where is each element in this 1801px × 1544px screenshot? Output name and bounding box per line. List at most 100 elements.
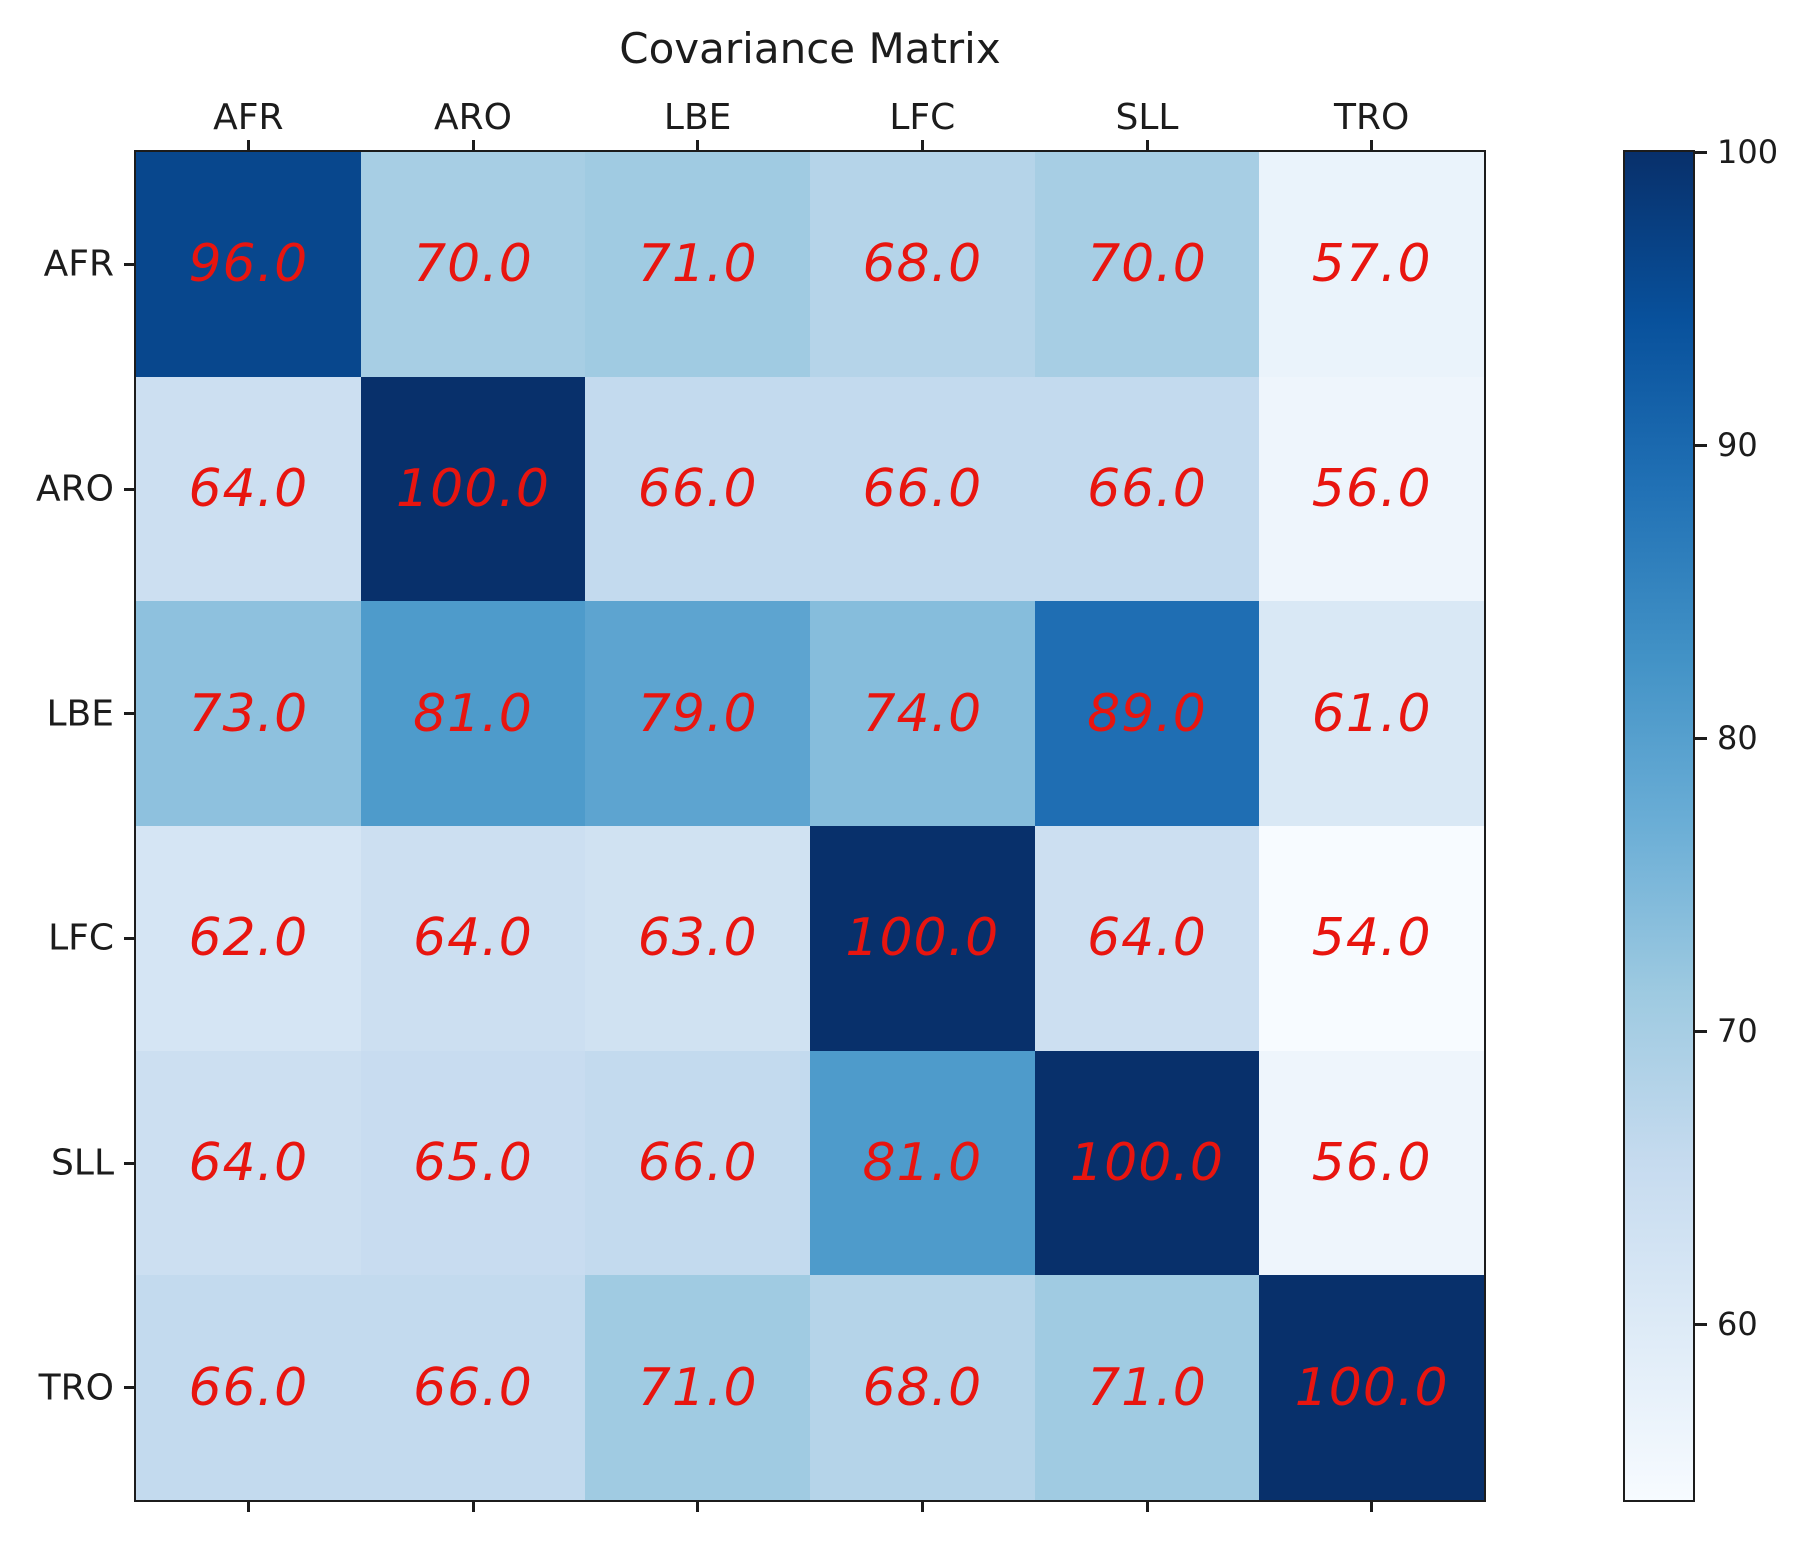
x-tick-top	[1370, 140, 1374, 152]
heatmap-grid: 96.0 70.0 71.0 68.0 70.0 57.0 64.0 100.0 66.0 66.…	[136, 152, 1484, 1500]
colorbar-tick-label-70: 70	[1717, 1012, 1758, 1051]
cell-value: 71.0	[637, 234, 758, 295]
heatmap-cell-SLL-SLL: 100.0	[1034, 1050, 1260, 1276]
cell-value: 66.0	[637, 458, 758, 519]
row-label-LFC: LFC	[48, 917, 114, 959]
heatmap-cell-TRO-TRO: 100.0	[1259, 1275, 1484, 1500]
heatmap-cell-ARO-SLL: 66.0	[1034, 376, 1260, 602]
y-tick-left	[124, 712, 136, 716]
colorbar-tick-label-60: 60	[1717, 1305, 1758, 1344]
heatmap-plot: 96.0 70.0 71.0 68.0 70.0 57.0 64.0 100.0 66.0 66.…	[134, 150, 1486, 1502]
heatmap-cell-LBE-LBE: 79.0	[585, 601, 810, 826]
x-tick-top	[471, 140, 475, 152]
cell-value: 54.0	[1311, 908, 1432, 969]
cell-value: 64.0	[413, 908, 533, 969]
cell-value: 61.0	[1311, 683, 1432, 744]
cell-value: 64.0	[1087, 908, 1207, 969]
cell-value: 100.0	[1294, 1357, 1449, 1418]
colorbar-tick	[1693, 150, 1707, 154]
y-tick-left	[124, 262, 136, 266]
heatmap-cell-TRO-LBE: 71.0	[585, 1275, 810, 1500]
x-tick-bottom	[1145, 1500, 1149, 1512]
x-tick-top	[1145, 140, 1149, 152]
cell-value: 63.0	[637, 908, 758, 969]
heatmap-cell-SLL-LBE: 66.0	[585, 1050, 810, 1276]
cell-value: 100.0	[845, 908, 1000, 969]
colorbar-tick-label-80: 80	[1717, 719, 1758, 758]
cell-value: 100.0	[1070, 1132, 1224, 1193]
column-label-TRO: TRO	[1333, 97, 1410, 138]
row-label-ARO: ARO	[36, 468, 114, 510]
heatmap-cell-AFR-ARO: 70.0	[360, 152, 586, 377]
cell-value: 56.0	[1311, 458, 1432, 519]
cell-value: 73.0	[188, 683, 309, 744]
x-tick-bottom	[471, 1500, 475, 1512]
heatmap-cell-AFR-SLL: 70.0	[1034, 152, 1260, 377]
heatmap-cell-AFR-AFR: 96.0	[136, 152, 361, 377]
heatmap-cell-LFC-AFR: 62.0	[136, 826, 361, 1051]
heatmap-cell-ARO-LFC: 66.0	[810, 376, 1035, 602]
y-tick-left	[124, 1386, 136, 1390]
heatmap-cell-SLL-LFC: 81.0	[810, 1050, 1035, 1276]
heatmap-cell-SLL-ARO: 65.0	[360, 1050, 586, 1276]
y-tick-left	[124, 936, 136, 940]
x-tick-bottom	[246, 1500, 250, 1512]
cell-value: 100.0	[396, 458, 550, 519]
column-label-ARO: ARO	[434, 97, 512, 138]
heatmap-cell-TRO-ARO: 66.0	[360, 1275, 586, 1500]
row-label-AFR: AFR	[43, 243, 114, 285]
heatmap-cell-TRO-AFR: 66.0	[136, 1275, 361, 1500]
heatmap-cell-SLL-AFR: 64.0	[136, 1050, 361, 1276]
heatmap-cell-LFC-LBE: 63.0	[585, 826, 810, 1051]
colorbar-tick	[1693, 736, 1707, 740]
heatmap-cell-LBE-TRO: 61.0	[1259, 601, 1484, 826]
cell-value: 96.0	[188, 234, 309, 295]
heatmap-cell-ARO-LBE: 66.0	[585, 376, 810, 602]
cell-value: 66.0	[413, 1357, 533, 1418]
heatmap-cell-ARO-AFR: 64.0	[136, 376, 361, 602]
colorbar-tick	[1693, 443, 1707, 447]
heatmap-cell-LFC-SLL: 64.0	[1034, 826, 1260, 1051]
heatmap-cell-AFR-LBE: 71.0	[585, 152, 810, 377]
x-tick-top	[920, 140, 924, 152]
cell-value: 56.0	[1311, 1132, 1432, 1193]
cell-value: 64.0	[188, 458, 309, 519]
heatmap-cell-LFC-TRO: 54.0	[1259, 826, 1484, 1051]
x-tick-top	[696, 140, 700, 152]
x-tick-bottom	[1370, 1500, 1374, 1512]
colorbar-tick-label-100: 100	[1717, 133, 1779, 171]
heatmap-cell-LFC-ARO: 64.0	[360, 826, 586, 1051]
column-label-AFR: AFR	[213, 97, 284, 138]
colorbar-tick	[1693, 1322, 1707, 1326]
colorbar-gradient	[1625, 152, 1693, 1500]
cell-value: 68.0	[862, 234, 983, 295]
x-tick-top	[246, 140, 250, 152]
cell-value: 68.0	[862, 1357, 983, 1418]
colorbar-tick-label-90: 90	[1717, 426, 1758, 465]
heatmap-cell-TRO-LFC: 68.0	[810, 1275, 1035, 1500]
cell-value: 71.0	[1087, 1357, 1207, 1418]
row-label-LBE: LBE	[46, 693, 115, 735]
cell-value: 66.0	[637, 1132, 758, 1193]
y-tick-left	[124, 1161, 136, 1165]
heatmap-cell-AFR-LFC: 68.0	[810, 152, 1035, 377]
heatmap-cell-TRO-SLL: 71.0	[1034, 1275, 1260, 1500]
heatmap-cell-LBE-LFC: 74.0	[810, 601, 1035, 826]
cell-value: 65.0	[413, 1132, 533, 1193]
x-tick-bottom	[696, 1500, 700, 1512]
x-tick-bottom	[920, 1500, 924, 1512]
heatmap-cell-ARO-ARO: 100.0	[360, 376, 586, 602]
cell-value: 89.0	[1087, 683, 1207, 744]
heatmap-cell-SLL-TRO: 56.0	[1259, 1050, 1484, 1276]
cell-value: 57.0	[1311, 234, 1432, 295]
cell-value: 81.0	[413, 683, 533, 744]
y-tick-left	[124, 487, 136, 491]
column-label-LFC: LFC	[889, 97, 956, 138]
heatmap-cell-LBE-ARO: 81.0	[360, 601, 586, 826]
column-label-LBE: LBE	[663, 97, 732, 138]
column-label-SLL: SLL	[1115, 97, 1179, 138]
heatmap-cell-LBE-AFR: 73.0	[136, 601, 361, 826]
cell-value: 81.0	[862, 1132, 983, 1193]
heatmap-cell-LFC-LFC: 100.0	[810, 826, 1035, 1051]
